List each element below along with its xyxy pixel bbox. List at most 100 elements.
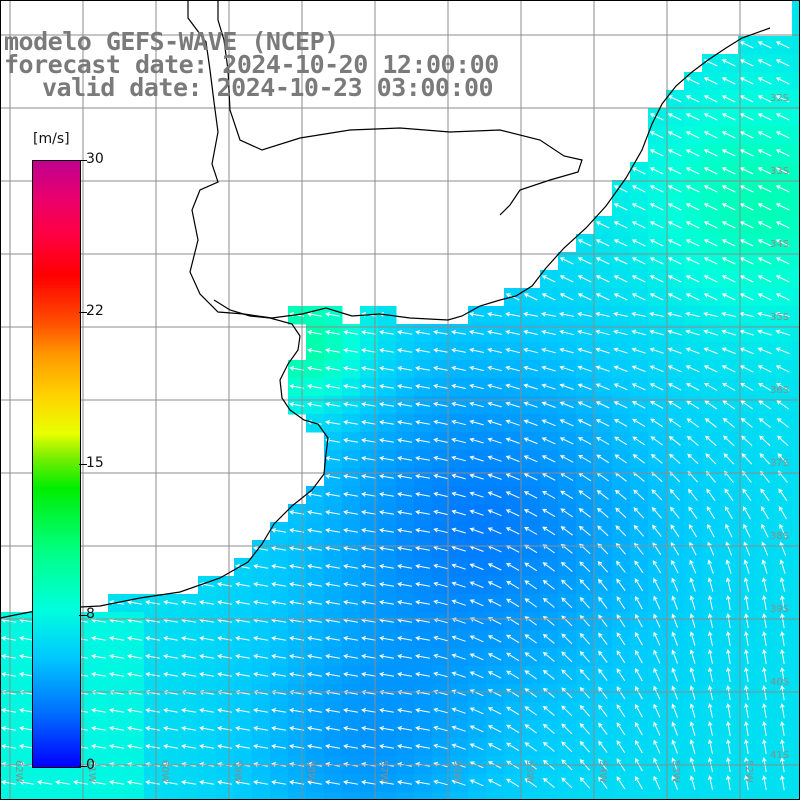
wind-arrow	[778, 488, 788, 502]
wind-arrow	[653, 649, 661, 664]
wind-arrow	[726, 703, 731, 718]
sea-cell	[108, 792, 127, 800]
wind-arrow	[541, 455, 556, 463]
wind-arrow	[145, 744, 160, 749]
wind-arrow	[506, 598, 520, 608]
wind-arrow	[127, 636, 142, 641]
wind-arrow	[325, 492, 340, 497]
wind-arrow	[561, 723, 573, 735]
wind-arrow	[559, 257, 574, 265]
wind-arrow	[703, 167, 718, 175]
wind-arrow	[757, 131, 772, 139]
wind-arrow	[744, 667, 749, 682]
wind-arrow	[253, 582, 268, 587]
wind-arrow	[325, 348, 340, 353]
wind-arrow	[653, 739, 661, 754]
wind-arrow	[271, 582, 286, 587]
wind-arrow	[739, 167, 754, 175]
wind-arrow	[451, 671, 466, 678]
lon-label: 59W	[232, 760, 243, 783]
wind-arrow	[579, 579, 591, 591]
wind-arrow	[343, 492, 358, 497]
sea-cell	[792, 630, 800, 649]
wind-arrow	[469, 329, 484, 335]
sea-cell	[792, 162, 800, 181]
wind-arrow	[614, 436, 628, 446]
wind-arrow	[667, 203, 682, 211]
wind-arrow	[451, 383, 466, 389]
wind-arrow	[649, 167, 664, 175]
wind-arrow	[668, 436, 681, 446]
sea-cell	[792, 288, 800, 307]
grid-labels: 32S33S34S35S36S37S38S39S40S41S42S62W61W6…	[13, 93, 789, 783]
wind-arrow	[127, 726, 142, 731]
wind-arrow	[469, 509, 484, 516]
wind-arrow	[671, 739, 678, 754]
wind-arrow	[343, 384, 358, 389]
lat-label: 34S	[770, 239, 789, 250]
wind-arrow	[163, 654, 178, 659]
sea-cell	[540, 792, 559, 800]
sea-cell	[792, 234, 800, 253]
wind-arrow	[523, 365, 538, 372]
wind-arrow	[19, 672, 34, 677]
wind-arrow	[361, 366, 376, 371]
wind-arrow	[688, 506, 698, 519]
wind-arrow	[523, 329, 538, 336]
sea-cell	[738, 792, 757, 800]
wind-arrow	[670, 524, 680, 538]
wind-arrow	[217, 636, 232, 641]
wind-arrow	[253, 726, 268, 731]
wind-arrow	[361, 330, 376, 335]
wind-arrow	[307, 780, 322, 785]
forecast-date-label: forecast date: 2024-10-20 12:00:00	[4, 50, 499, 79]
wind-arrow	[379, 708, 394, 713]
wind-arrow	[307, 546, 322, 551]
wind-arrow	[761, 577, 768, 592]
colorbar-tick-15	[79, 464, 87, 465]
wind-arrow	[524, 724, 537, 734]
wind-arrow	[524, 778, 537, 788]
wind-arrow	[505, 437, 520, 444]
wind-arrow	[761, 559, 768, 574]
sea-cell	[198, 792, 217, 800]
wind-arrow	[598, 740, 608, 753]
sea-cell	[306, 792, 325, 800]
wind-arrow	[181, 654, 196, 659]
wind-arrow	[469, 347, 484, 353]
wind-arrow	[726, 721, 731, 736]
wind-arrow	[653, 631, 661, 646]
wind-arrow	[127, 744, 142, 749]
wind-arrow	[109, 726, 124, 731]
wind-arrow	[614, 454, 627, 464]
wind-arrow	[703, 95, 718, 103]
lat-label: 39S	[770, 604, 789, 615]
wind-arrow	[703, 311, 718, 318]
wind-arrow	[379, 672, 394, 677]
wind-arrow	[725, 541, 733, 556]
wind-arrow	[487, 473, 502, 480]
wind-arrow	[181, 744, 196, 749]
wind-arrow	[1, 708, 16, 713]
wind-arrow	[595, 221, 610, 229]
wind-arrow	[307, 528, 322, 533]
valid-date-label: valid date: 2024-10-23 03:00:00	[42, 73, 494, 102]
wind-arrow	[561, 741, 573, 753]
wind-arrow	[689, 541, 697, 556]
wind-arrow	[780, 595, 785, 610]
wind-arrow	[415, 420, 430, 425]
wind-arrow	[505, 473, 520, 481]
sea-cell	[126, 792, 145, 800]
wind-arrow	[307, 384, 322, 389]
wind-arrow	[632, 436, 646, 446]
wind-arrow	[721, 329, 736, 336]
wind-arrow	[379, 744, 394, 749]
wind-arrow	[397, 366, 412, 371]
wind-arrow	[780, 721, 785, 736]
wind-arrow	[667, 113, 682, 121]
wind-arrow	[433, 599, 448, 606]
wind-arrow	[397, 456, 412, 461]
wind-arrow	[487, 743, 502, 751]
wind-arrow	[361, 654, 376, 659]
wind-arrow	[561, 687, 573, 699]
